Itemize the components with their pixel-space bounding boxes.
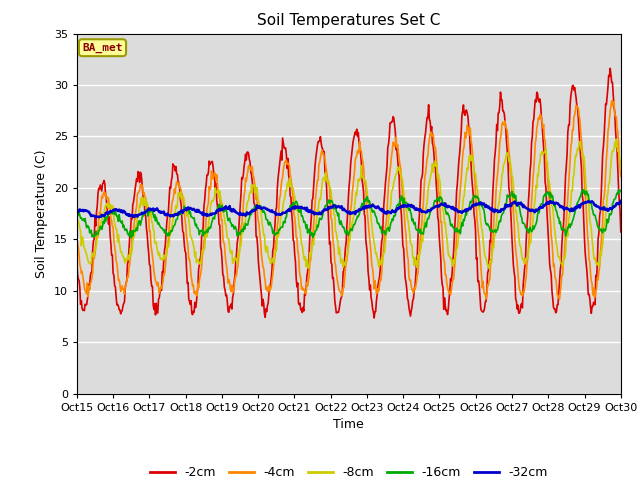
Text: BA_met: BA_met	[82, 43, 123, 53]
-2cm	[223, 292, 230, 298]
-32cm	[92, 215, 100, 220]
-32cm	[73, 209, 81, 215]
-32cm	[617, 198, 625, 204]
-32cm	[223, 206, 231, 212]
Legend: -2cm, -4cm, -8cm, -16cm, -32cm: -2cm, -4cm, -8cm, -16cm, -32cm	[145, 461, 553, 480]
-32cm	[83, 208, 90, 214]
-2cm	[431, 165, 439, 171]
Title: Soil Temperatures Set C: Soil Temperatures Set C	[257, 13, 440, 28]
-32cm	[431, 204, 439, 209]
-2cm	[371, 315, 378, 321]
-32cm	[416, 207, 424, 213]
-16cm	[140, 213, 147, 218]
-16cm	[83, 225, 90, 231]
-16cm	[127, 235, 135, 240]
-4cm	[556, 296, 563, 302]
-2cm	[617, 229, 625, 235]
-8cm	[431, 163, 438, 168]
Line: -32cm: -32cm	[77, 201, 621, 217]
-2cm	[83, 302, 90, 308]
Line: -16cm: -16cm	[77, 189, 621, 238]
-2cm	[416, 210, 424, 216]
-4cm	[139, 185, 147, 191]
-16cm	[617, 188, 625, 193]
-16cm	[195, 227, 202, 233]
-4cm	[617, 174, 625, 180]
-16cm	[431, 198, 439, 204]
-8cm	[617, 166, 625, 172]
-8cm	[139, 194, 147, 200]
Y-axis label: Soil Temperature (C): Soil Temperature (C)	[35, 149, 48, 278]
-2cm	[139, 189, 147, 195]
-4cm	[415, 256, 422, 262]
-4cm	[73, 234, 81, 240]
-4cm	[83, 291, 90, 297]
-4cm	[608, 98, 616, 104]
-8cm	[223, 229, 230, 235]
-2cm	[194, 284, 202, 290]
-16cm	[579, 186, 587, 192]
-8cm	[485, 265, 493, 271]
Line: -4cm: -4cm	[77, 101, 621, 299]
-2cm	[73, 259, 81, 264]
-8cm	[194, 256, 202, 262]
-8cm	[83, 251, 90, 257]
-32cm	[140, 211, 147, 216]
Line: -8cm: -8cm	[77, 139, 621, 268]
-8cm	[415, 257, 422, 263]
-4cm	[431, 144, 438, 150]
-8cm	[612, 136, 620, 142]
-4cm	[223, 264, 230, 269]
-16cm	[223, 214, 231, 220]
-8cm	[73, 215, 81, 220]
Line: -2cm: -2cm	[77, 68, 621, 318]
-16cm	[73, 213, 81, 218]
X-axis label: Time: Time	[333, 418, 364, 431]
-4cm	[194, 281, 202, 287]
-16cm	[416, 227, 424, 232]
-32cm	[195, 207, 202, 213]
-2cm	[606, 65, 614, 71]
-32cm	[547, 198, 554, 204]
